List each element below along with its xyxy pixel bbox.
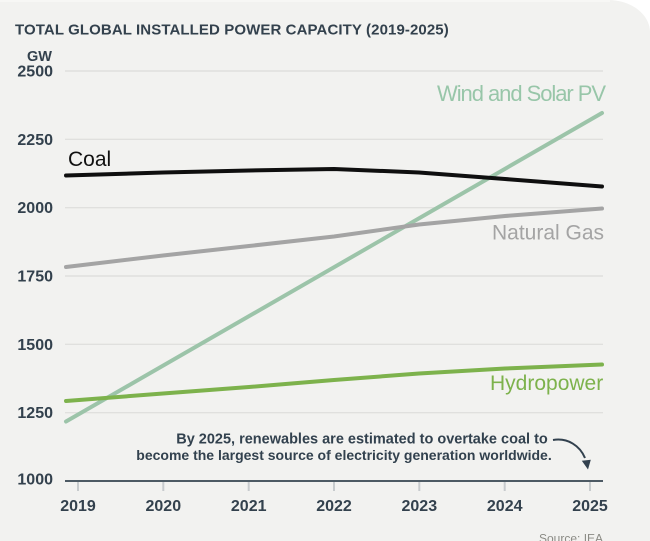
svg-text:Coal: Coal — [68, 148, 111, 171]
svg-text:1250: 1250 — [17, 405, 53, 422]
svg-text:2250: 2250 — [17, 132, 53, 149]
svg-text:1500: 1500 — [17, 337, 53, 354]
svg-text:2025: 2025 — [572, 498, 608, 515]
svg-text:2021: 2021 — [231, 498, 267, 515]
svg-text:Wind and Solar PV: Wind and Solar PV — [437, 81, 606, 106]
svg-text:1750: 1750 — [17, 269, 53, 286]
svg-text:Natural Gas: Natural Gas — [492, 222, 604, 245]
svg-text:2023: 2023 — [402, 498, 438, 515]
svg-text:become the largest source of e: become the largest source of electricity… — [136, 447, 551, 463]
svg-text:GW: GW — [27, 49, 52, 65]
svg-text:Hydropower: Hydropower — [490, 372, 603, 395]
svg-text:2019: 2019 — [60, 498, 96, 515]
svg-text:By 2025, renewables are estima: By 2025, renewables are estimated to ove… — [176, 432, 548, 448]
svg-text:Source: IEA: Source: IEA — [539, 532, 603, 541]
svg-text:2500: 2500 — [17, 64, 53, 81]
svg-text:2020: 2020 — [146, 498, 182, 515]
svg-text:2022: 2022 — [316, 498, 352, 515]
svg-text:2000: 2000 — [17, 200, 53, 217]
svg-text:1000: 1000 — [17, 472, 53, 489]
svg-text:TOTAL GLOBAL INSTALLED POWER C: TOTAL GLOBAL INSTALLED POWER CAPACITY (2… — [15, 22, 449, 39]
svg-text:2024: 2024 — [487, 498, 523, 515]
